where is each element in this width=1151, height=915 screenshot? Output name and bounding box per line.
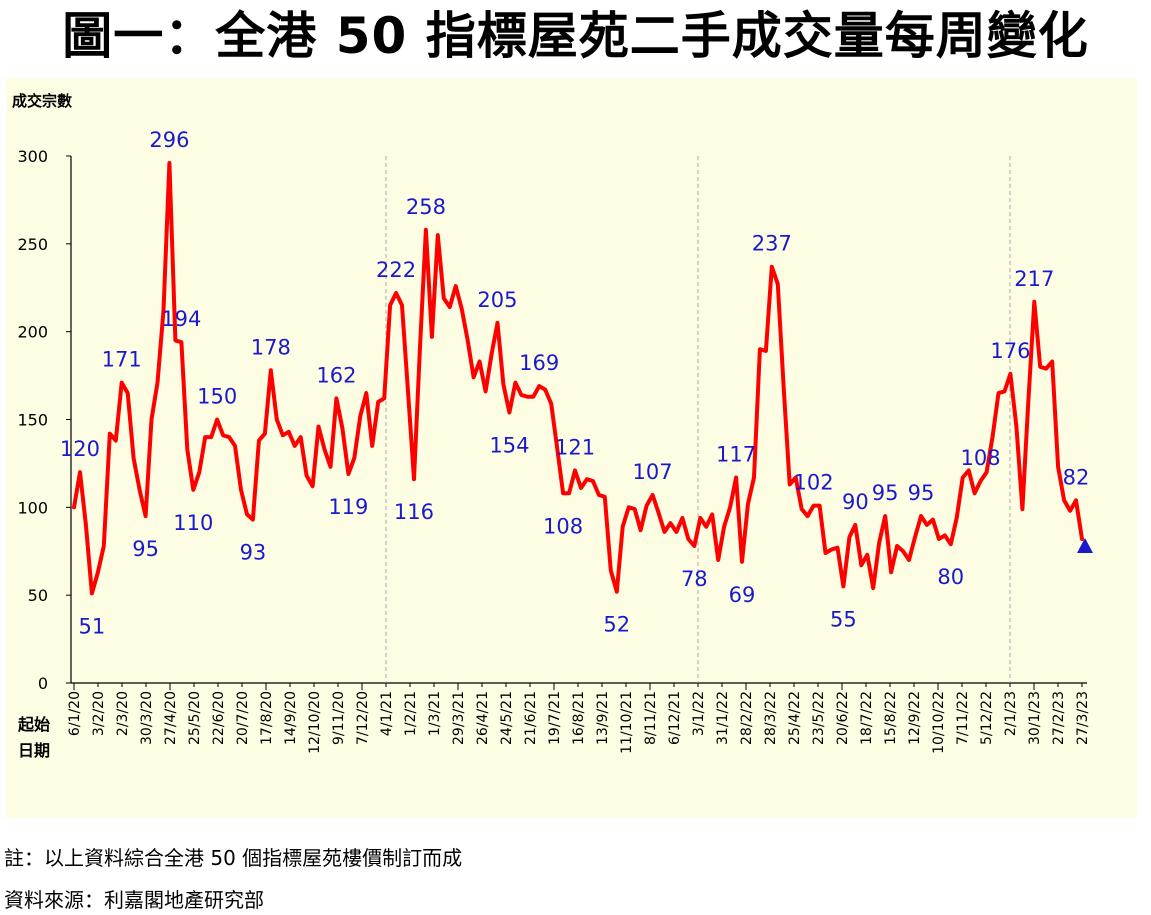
data-label: 222 [376,258,416,282]
data-label: 217 [1014,267,1054,291]
x-tick-label: 4/1/21 [379,691,395,736]
data-label: 150 [197,385,237,409]
data-label: 108 [543,514,583,538]
x-tick-label: 2/1/23 [1003,691,1019,736]
chart-panel [6,78,1137,818]
x-tick-label: 23/5/22 [811,691,827,745]
x-tick-label: 20/7/20 [235,691,251,745]
x-tick-label: 22/6/20 [211,691,227,745]
x-tick-label: 14/9/20 [283,691,299,745]
x-tick-label: 18/7/22 [859,691,875,745]
data-label: 154 [489,433,529,457]
data-label: 162 [316,363,356,387]
data-label: 52 [603,613,630,637]
x-tick-label: 25/5/20 [187,691,203,745]
data-label: 258 [406,195,446,219]
x-tick-label: 30/3/20 [139,691,155,745]
data-label: 93 [240,541,267,565]
data-label: 90 [842,490,869,514]
x-tick-label: 9/11/20 [331,691,347,745]
data-label: 82 [1063,465,1090,489]
data-label: 205 [477,288,517,312]
series-line [72,161,1084,596]
x-tick-label: 6/12/21 [667,691,683,745]
data-label: 110 [173,511,213,535]
x-tick-label: 25/4/22 [787,691,803,745]
data-label: 51 [79,614,106,638]
x-axis-title: 日期 [18,741,50,760]
data-label: 178 [251,335,291,359]
x-tick-label: 28/2/22 [739,691,755,745]
data-label: 80 [937,565,964,589]
y-tick-label: 200 [17,323,48,342]
x-tick-label: 12/9/22 [907,691,923,745]
x-tick-label: 15/8/22 [883,691,899,745]
y-tick-label: 150 [17,411,48,430]
x-axis-title: 起始 [17,715,50,734]
y-tick-label: 100 [17,498,48,517]
x-tick-label: 24/5/21 [499,691,515,745]
x-tick-label: 11/10/21 [619,691,635,754]
x-tick-label: 28/3/22 [763,691,779,745]
data-label: 69 [729,583,756,607]
data-label: 95 [908,481,935,505]
y-tick-label: 50 [28,586,48,605]
x-tick-label: 7/11/22 [955,691,971,745]
x-tick-label: 27/3/23 [1075,691,1091,745]
data-label: 296 [149,128,189,152]
data-label: 121 [555,435,595,459]
x-tick-label: 6/1/20 [67,691,83,736]
x-tick-label: 20/6/22 [835,691,851,745]
x-tick-label: 27/4/20 [163,691,179,745]
x-tick-label: 31/1/22 [715,691,731,745]
x-tick-label: 16/8/21 [571,691,587,745]
x-tick-label: 13/9/21 [595,691,611,745]
source-note: 資料來源：利嘉閣地產研究部 [4,888,264,912]
x-tick-label: 10/10/22 [931,691,947,754]
data-label: 95 [132,537,159,561]
x-tick-label: 17/8/20 [259,691,275,745]
data-label: 78 [681,567,708,591]
data-label: 176 [990,339,1030,363]
x-tick-label: 21/6/21 [523,691,539,745]
data-label: 95 [872,481,899,505]
line-chart: 成交宗數 0 50 100 150 200 250 300 6/1/20 3/2/20 2/3/20… [12,92,1093,760]
data-label: 116 [394,500,434,524]
x-tick-label: 3/2/20 [91,691,107,736]
x-tick-label: 19/7/21 [547,691,563,745]
data-label: 237 [752,232,792,256]
data-label: 119 [328,495,368,519]
page-title: 圖一：全港 50 指標屋苑二手成交量每周變化 [62,7,1089,65]
data-label: 171 [102,348,142,372]
x-tick-label: 7/12/20 [355,691,371,745]
data-label: 55 [830,607,857,631]
footnote: 註：以上資料綜合全港 50 個指標屋苑樓價制訂而成 [4,846,463,870]
x-tick-label: 12/10/20 [307,691,323,754]
y-tick-label: 300 [17,147,48,166]
data-label: 117 [716,442,756,466]
x-tick-label: 3/1/22 [691,691,707,736]
y-axis-title: 成交宗數 [12,92,72,110]
x-tick-label: 5/12/22 [979,691,995,745]
data-label: 108 [961,446,1001,470]
x-tick-label: 2/3/20 [115,691,131,736]
data-label: 102 [794,471,834,495]
x-tick-label: 8/11/21 [643,691,659,745]
data-label: 107 [633,460,673,484]
x-tick-label: 1/2/21 [403,691,419,736]
y-tick-label: 0 [38,674,48,693]
data-label: 169 [519,351,559,375]
x-tick-label: 1/3/21 [427,691,443,736]
x-tick-label: 30/1/23 [1027,691,1043,745]
y-tick-label: 250 [17,235,48,254]
x-tick-label: 26/4/21 [475,691,491,745]
data-label: 194 [161,307,201,331]
x-tick-label: 29/3/21 [451,691,467,745]
last-point-marker [1077,537,1093,553]
data-label: 120 [60,437,100,461]
x-tick-label: 27/2/23 [1051,691,1067,745]
